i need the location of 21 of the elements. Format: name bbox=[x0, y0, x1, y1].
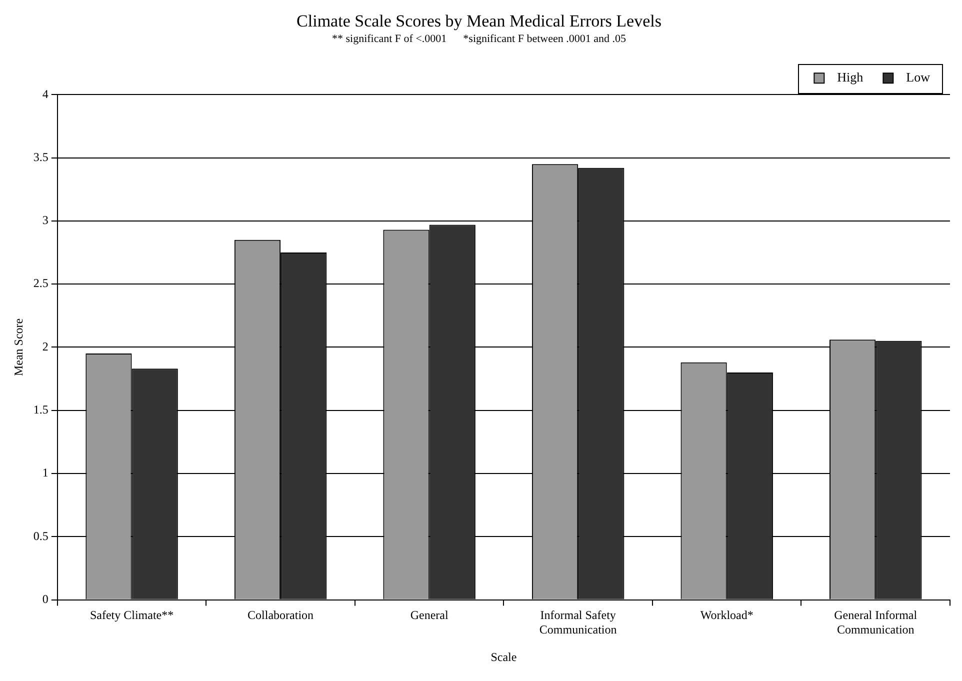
x-tick-label: General Informal Communication bbox=[834, 608, 918, 637]
y-tick-label: 3 bbox=[42, 213, 48, 228]
legend-label: Low bbox=[900, 70, 931, 85]
x-axis-title: Scale bbox=[490, 650, 517, 664]
x-tick-label: Informal Safety Communication bbox=[539, 608, 617, 637]
y-tick-label: 0.5 bbox=[33, 528, 48, 543]
x-tick-label: Collaboration bbox=[248, 608, 314, 622]
x-tick-label: Workload* bbox=[700, 608, 754, 622]
y-axis-title: Mean Score bbox=[11, 318, 26, 376]
chart-title: Climate Scale Scores by Mean Medical Errors Levels bbox=[296, 12, 662, 31]
y-tick-label: 3.5 bbox=[33, 150, 48, 164]
y-tick-label: 0 bbox=[42, 592, 48, 606]
x-tick-label: Safety Climate** bbox=[90, 608, 174, 622]
y-tick-label: 4 bbox=[42, 86, 48, 101]
y-tick-label: 1 bbox=[42, 466, 48, 480]
x-tick-label: General bbox=[410, 608, 449, 622]
legend-label: High bbox=[830, 70, 864, 85]
chart-subtitle: ** significant F of <.0001 *significant F between .0001 and .05 bbox=[332, 32, 626, 45]
y-tick-label: 2.5 bbox=[33, 276, 48, 290]
y-tick-label: 2 bbox=[42, 339, 48, 354]
y-tick-label: 1.5 bbox=[33, 402, 48, 417]
